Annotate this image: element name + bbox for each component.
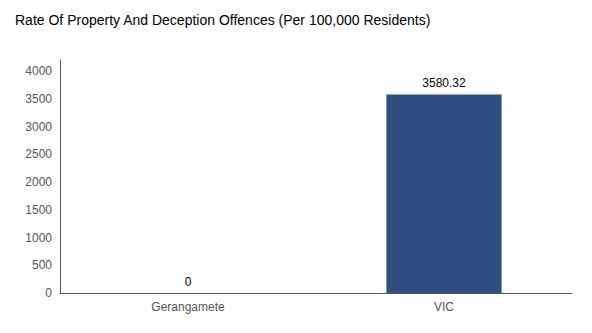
svg-text:3000: 3000 — [25, 120, 52, 134]
svg-text:4000: 4000 — [25, 64, 52, 78]
svg-text:3500: 3500 — [25, 92, 52, 106]
svg-text:VIC: VIC — [434, 300, 454, 314]
svg-text:1000: 1000 — [25, 231, 52, 245]
svg-text:Rate Of Property And Deception: Rate Of Property And Deception Offences … — [15, 12, 430, 28]
svg-text:Gerangamete: Gerangamete — [151, 300, 225, 314]
svg-text:1500: 1500 — [25, 203, 52, 217]
svg-text:2000: 2000 — [25, 175, 52, 189]
svg-text:500: 500 — [32, 258, 52, 272]
svg-text:3580.32: 3580.32 — [422, 76, 466, 90]
svg-text:0: 0 — [185, 275, 192, 289]
svg-text:0: 0 — [45, 286, 52, 300]
svg-text:2500: 2500 — [25, 147, 52, 161]
